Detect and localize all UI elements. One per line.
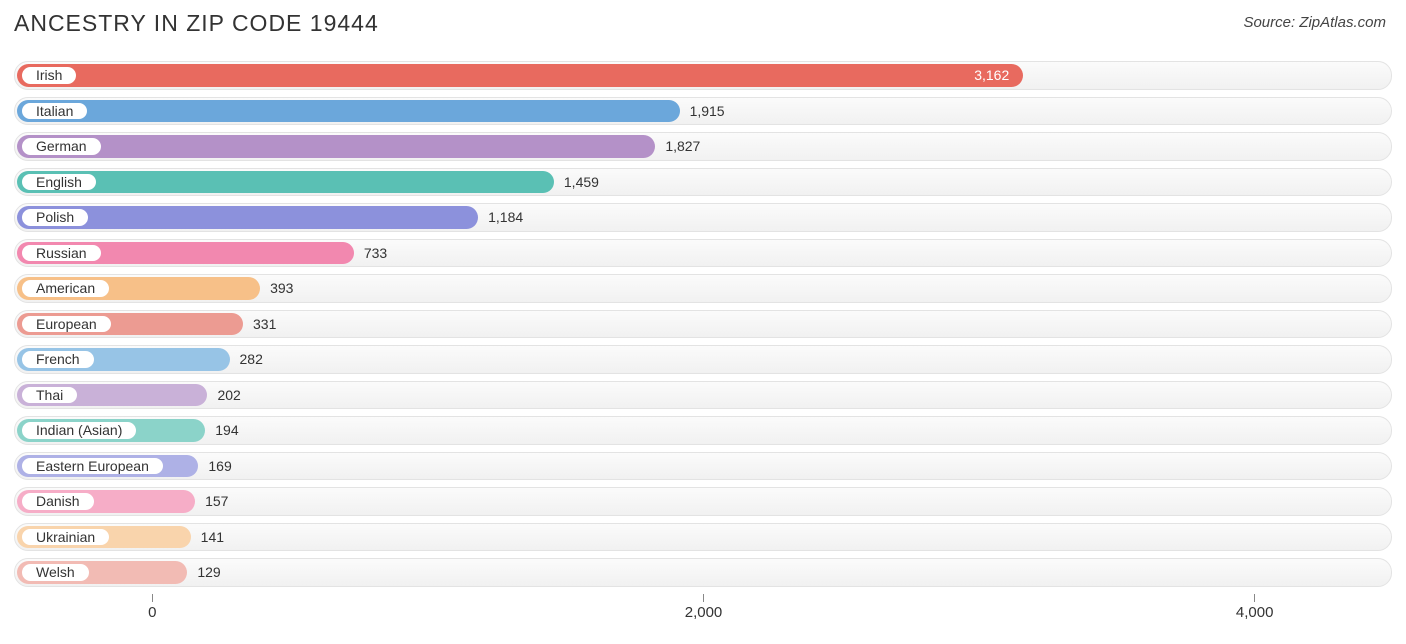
bar-row: Indian (Asian) 194: [14, 416, 1392, 445]
bar-value: 331: [253, 310, 276, 339]
axis-tick-line: [152, 594, 153, 602]
bar-label-pill: Russian: [20, 243, 103, 264]
bar-value: 129: [197, 558, 220, 587]
axis-tick-label: 2,000: [685, 604, 723, 621]
bar-label-pill: Danish: [20, 491, 96, 512]
axis-tick: 0: [152, 594, 153, 602]
bar-value: 3,162: [974, 61, 1009, 90]
bar-label-pill: Eastern European: [20, 456, 165, 477]
bar-value: 202: [217, 381, 240, 410]
bar-value: 194: [215, 416, 238, 445]
bar-row: Polish 1,184: [14, 203, 1392, 232]
bar-value: 1,827: [665, 132, 700, 161]
bar-row: American 393: [14, 274, 1392, 303]
chart-title: ANCESTRY IN ZIP CODE 19444: [14, 10, 379, 37]
bar-fill: [17, 135, 655, 158]
bar-label-pill: English: [20, 172, 98, 193]
bar-value: 1,915: [690, 97, 725, 126]
bar-value: 1,184: [488, 203, 523, 232]
bar-fill: [17, 64, 1023, 87]
bar-label-pill: Italian: [20, 101, 89, 122]
bar-label-pill: American: [20, 278, 111, 299]
bar-fill: [17, 100, 680, 123]
chart-source: Source: ZipAtlas.com: [1243, 14, 1386, 31]
bar-label-pill: Welsh: [20, 562, 91, 583]
axis-tick-line: [1254, 594, 1255, 602]
bar-label-pill: Polish: [20, 207, 90, 228]
bar-label-pill: Irish: [20, 65, 78, 86]
bar-row: Ukrainian 141: [14, 523, 1392, 552]
chart-header: ANCESTRY IN ZIP CODE 19444 Source: ZipAt…: [14, 10, 1392, 37]
bar-value: 393: [270, 274, 293, 303]
bar-label-pill: French: [20, 349, 96, 370]
bar-label-pill: Ukrainian: [20, 527, 111, 548]
bar-row: Russian 733: [14, 239, 1392, 268]
ancestry-bar-chart: Irish 3,162 Italian 1,915 German 1,827 English…: [14, 61, 1392, 624]
bar-row: Danish 157: [14, 487, 1392, 516]
bar-row: Thai 202: [14, 381, 1392, 410]
axis-tick-label: 0: [148, 604, 156, 621]
bar-row: German 1,827: [14, 132, 1392, 161]
bar-row: French 282: [14, 345, 1392, 374]
x-axis: 0 2,000 4,000: [14, 594, 1392, 624]
bar-row: Welsh 129: [14, 558, 1392, 587]
bar-row: Eastern European 169: [14, 452, 1392, 481]
bar-value: 141: [201, 523, 224, 552]
bar-label-pill: European: [20, 314, 113, 335]
bar-row: Italian 1,915: [14, 97, 1392, 126]
bar-value: 157: [205, 487, 228, 516]
bar-label-pill: German: [20, 136, 103, 157]
axis-tick: 2,000: [703, 594, 704, 602]
bar-row: Irish 3,162: [14, 61, 1392, 90]
axis-tick-label: 4,000: [1236, 604, 1274, 621]
bar-label-pill: Thai: [20, 385, 79, 406]
bar-row: English 1,459: [14, 168, 1392, 197]
bar-row: European 331: [14, 310, 1392, 339]
axis-tick-line: [703, 594, 704, 602]
bar-value: 733: [364, 239, 387, 268]
bar-label-pill: Indian (Asian): [20, 420, 138, 441]
bar-value: 1,459: [564, 168, 599, 197]
bar-value: 169: [208, 452, 231, 481]
bar-value: 282: [240, 345, 263, 374]
axis-tick: 4,000: [1254, 594, 1255, 602]
